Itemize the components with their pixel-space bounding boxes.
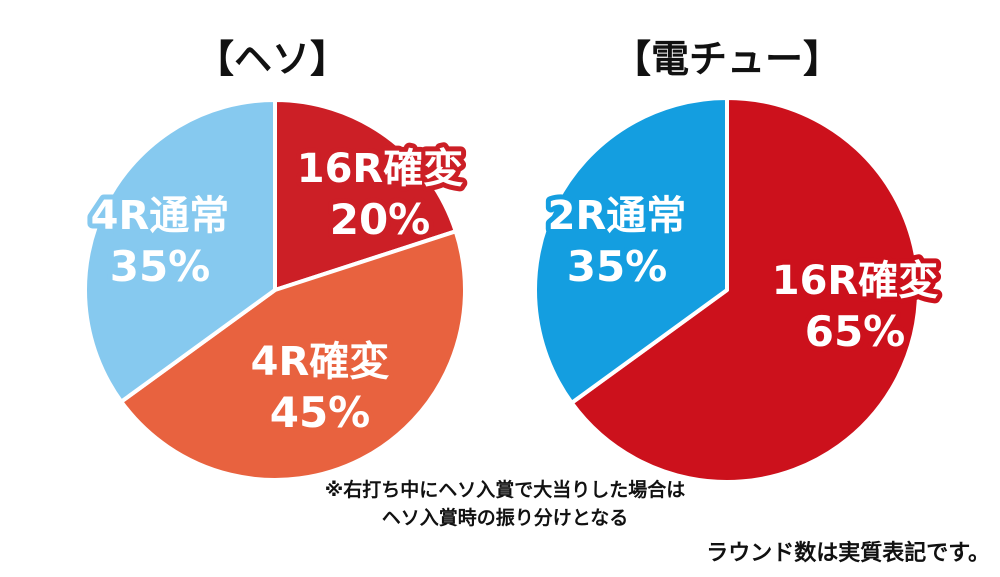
pie-slice-1-1 — [533, 96, 729, 405]
slice-name-label-1-0: 16R確変 — [772, 258, 938, 304]
slice-name-label-0-0: 16R確変 — [297, 146, 463, 192]
denchu-chart-title: 【電チュー】 — [613, 37, 841, 81]
slice-percent-label-0-0: 20% — [330, 195, 431, 244]
note-line-1: ※右打ち中にヘソ入賞で大当りした場合は — [325, 478, 685, 501]
heso-chart-title: 【ヘソ】 — [196, 37, 348, 81]
slice-name-label-0-2: 4R通常 — [91, 193, 230, 239]
slice-percent-label-1-0: 65% — [805, 307, 906, 356]
slice-name-label-1-1: 2R通常 — [548, 193, 687, 239]
note-line-2: ヘソ入賞時の振り分けとなる — [382, 506, 628, 529]
pie-slice-0-2 — [83, 98, 277, 404]
pie-slice-1-0 — [569, 96, 921, 484]
pie-slice-0-1 — [119, 229, 467, 482]
note-line-3: ラウンド数は実質表記です。 — [706, 540, 990, 566]
slice-percent-label-0-2: 35% — [110, 242, 211, 291]
slice-percent-label-1-1: 35% — [567, 242, 668, 291]
slice-percent-label-0-1: 45% — [270, 388, 371, 437]
pie-slice-0-0 — [273, 98, 458, 292]
slice-name-label-0-1: 4R確変 — [251, 339, 390, 385]
